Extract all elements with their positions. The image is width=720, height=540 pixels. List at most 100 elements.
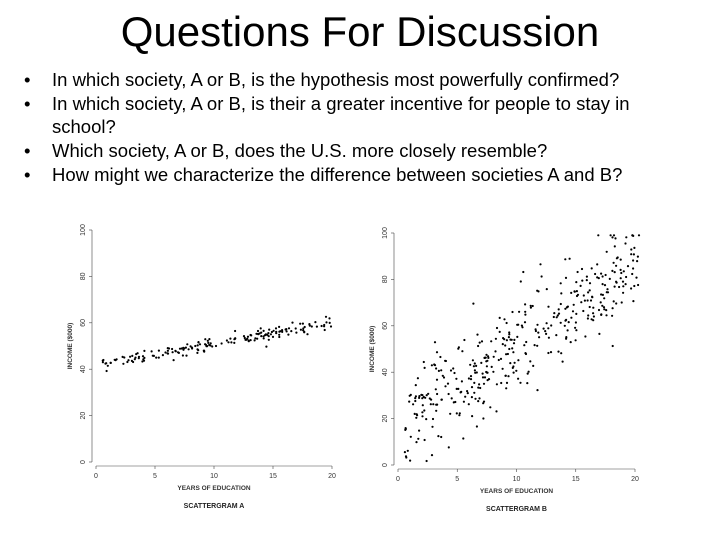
scatter-point (233, 341, 236, 344)
scatter-point (409, 435, 412, 438)
scatter-point (278, 330, 281, 333)
scatter-point (403, 451, 406, 454)
scatter-point (435, 351, 439, 354)
scatter-point (211, 345, 214, 348)
scatter-point (220, 342, 223, 345)
scatter-point (481, 376, 485, 379)
scatter-point (459, 391, 462, 394)
scatter-point (555, 316, 558, 319)
scatter-point (416, 377, 419, 380)
scatter-point (579, 284, 582, 287)
scatter-point (269, 333, 272, 336)
y-tick-label: 80 (382, 275, 389, 283)
scatter-point (524, 303, 527, 306)
scatter-point (161, 354, 164, 357)
scatter-point (632, 253, 635, 256)
scatter-point (447, 446, 450, 449)
scatter-point (225, 339, 228, 342)
scatter-point (467, 377, 470, 380)
scatter-point (517, 359, 520, 362)
scatter-point (442, 376, 446, 379)
scatter-point (527, 370, 530, 373)
scatter-point (506, 352, 509, 356)
scatter-point (601, 275, 604, 278)
scatter-point (473, 381, 476, 384)
x-tick-label: 10 (210, 473, 218, 480)
scatter-point (633, 284, 636, 288)
scatter-point (550, 324, 553, 327)
scatter-point (564, 276, 568, 279)
scatter-point (490, 340, 493, 343)
scatter-point (630, 253, 633, 256)
scatter-point (408, 400, 411, 403)
scatter-point (155, 356, 158, 359)
scatter-point (290, 330, 293, 333)
scatter-point (260, 335, 263, 338)
scatter-point (615, 257, 618, 260)
scatter-point (242, 335, 246, 338)
scatter-point (601, 283, 604, 286)
scatter-point (611, 344, 614, 348)
scatter-point (598, 332, 601, 335)
scatter-point (409, 459, 412, 462)
scatter-point (544, 330, 547, 333)
scatter-point (412, 403, 415, 406)
scatter-point (553, 312, 556, 315)
scatter-point (529, 360, 532, 363)
scatter-point (486, 371, 489, 374)
scatter-point (406, 449, 409, 452)
scatter-point (470, 386, 474, 389)
scatter-point (427, 392, 430, 395)
scatter-point (434, 388, 437, 391)
bullet-text: Which society, A or B, does the U.S. mor… (52, 140, 548, 161)
scatter-point (255, 332, 258, 335)
scatter-point (633, 246, 636, 249)
scatter-point (565, 337, 568, 340)
scatter-point (592, 315, 595, 318)
scatter-point (625, 236, 628, 239)
scatter-point (413, 412, 416, 415)
scatter-point (523, 344, 526, 347)
scatter-point (205, 345, 208, 348)
x-tick-label: 5 (153, 473, 157, 480)
scatter-point (208, 343, 211, 347)
scatter-point (547, 351, 550, 355)
scatter-point (597, 308, 601, 312)
scatter-point (452, 401, 455, 404)
scatter-point (278, 325, 281, 328)
scatter-point (278, 333, 281, 336)
scatter-point (564, 258, 567, 261)
scatter-point (431, 417, 435, 421)
scatter-point (471, 359, 474, 362)
scattergram-a-svg: 0 20 40 60 80 100 0 5 10 15 20 INCOME ($000) YEARS O… (67, 224, 336, 510)
scatter-point (299, 322, 302, 325)
scatter-point (591, 296, 594, 299)
scatter-point (303, 325, 306, 329)
scatter-point (631, 234, 634, 237)
scatter-point (559, 282, 562, 285)
scatter-point (141, 355, 145, 358)
scatter-point (206, 339, 209, 342)
scatter-point (135, 353, 138, 356)
scatter-point (480, 340, 484, 343)
scatter-point (467, 403, 470, 406)
scatter-point (105, 369, 108, 373)
scatter-point (590, 267, 593, 270)
scatter-point (498, 316, 501, 319)
scatter-point (504, 374, 507, 377)
scatter-point (559, 321, 562, 324)
scatter-point (417, 437, 420, 440)
scatter-point (425, 394, 428, 397)
scatter-point (157, 356, 160, 359)
scatter-point (109, 361, 112, 364)
scatter-point (484, 356, 487, 359)
scatter-point (600, 313, 603, 316)
scatter-point (612, 261, 615, 264)
scatter-point (181, 354, 184, 357)
scatter-point (555, 334, 558, 337)
scatter-point (323, 323, 326, 327)
scatter-point (565, 336, 568, 339)
scattergram-b-svg: 0 20 40 60 80 100 0 5 10 15 20 INCOME ($000) YEARS O… (369, 227, 641, 513)
scatter-point (524, 352, 528, 356)
scatter-point (127, 359, 130, 362)
